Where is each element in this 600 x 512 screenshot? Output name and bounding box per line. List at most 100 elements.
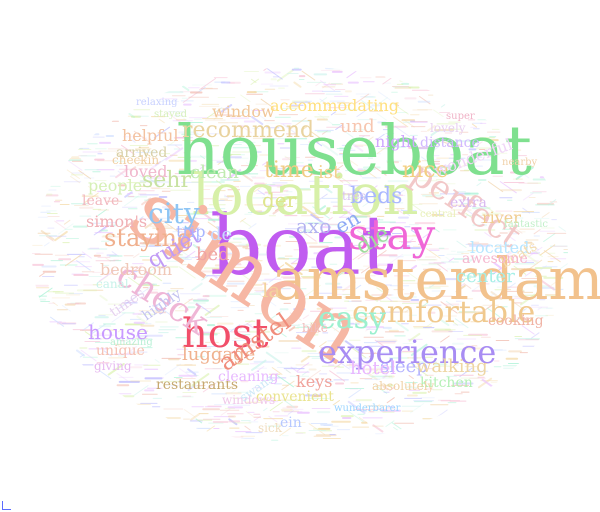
word-cleaning: cleaning xyxy=(218,369,279,385)
micro-word-stroke xyxy=(39,272,45,277)
word-convenient: convenient xyxy=(256,389,334,405)
word-restaurants: restaurants xyxy=(156,377,239,393)
micro-word-stroke xyxy=(81,251,92,259)
micro-word-stroke xyxy=(418,95,431,105)
word-leave: leave xyxy=(82,193,120,209)
word-bedroom: bedroom xyxy=(100,260,173,279)
word-der: der xyxy=(262,188,297,212)
micro-word-stroke xyxy=(293,81,302,88)
micro-word-stroke xyxy=(251,78,257,83)
micro-word-stroke xyxy=(263,407,268,412)
word-checkin: checkin xyxy=(112,153,160,167)
word-fantastic: fantastic xyxy=(504,219,549,230)
word-location: location xyxy=(192,163,419,228)
micro-word-stroke xyxy=(301,70,316,81)
word-ein: ein xyxy=(280,415,302,431)
word-stayed: stayed xyxy=(154,109,188,120)
micro-word-stroke xyxy=(79,354,85,358)
micro-word-stroke xyxy=(250,78,259,85)
micro-word-stroke xyxy=(52,301,58,306)
micro-word-stroke xyxy=(37,287,53,299)
micro-word-stroke xyxy=(116,372,129,382)
word-experience: experience xyxy=(318,333,497,371)
micro-word-stroke xyxy=(533,229,541,235)
word-giving: giving xyxy=(94,359,132,373)
word-luggage: luggage xyxy=(182,344,256,365)
word-bike: bike xyxy=(302,321,328,335)
micro-word-stroke xyxy=(385,420,395,427)
word-la: la xyxy=(262,278,281,302)
micro-word-stroke xyxy=(285,369,291,374)
micro-word-stroke xyxy=(187,368,197,376)
micro-word-stroke xyxy=(245,411,254,417)
micro-word-stroke xyxy=(320,80,336,92)
micro-word-stroke xyxy=(201,425,215,436)
word-clean: clean xyxy=(190,162,239,183)
word-trip: trip xyxy=(176,222,206,241)
micro-word-stroke xyxy=(265,67,283,80)
word-nice: nice xyxy=(402,158,449,183)
micro-word-stroke xyxy=(76,349,85,357)
micro-word-stroke xyxy=(108,388,117,395)
word-windows: windows xyxy=(222,393,276,407)
word-house: house xyxy=(88,320,148,344)
word-easy: easy xyxy=(318,301,386,336)
word-amsterdam: amsterdam xyxy=(272,245,600,313)
word-recommend: recommend xyxy=(182,118,315,143)
word-relaxing: relaxing xyxy=(136,97,178,108)
word-time: time xyxy=(264,158,314,183)
micro-word-stroke xyxy=(522,192,534,201)
word-boat: boat xyxy=(210,199,394,294)
micro-word-stroke xyxy=(265,351,283,364)
micro-word-stroke xyxy=(346,67,362,79)
word-super: super xyxy=(446,111,475,122)
word-sehr: sehr xyxy=(142,168,191,193)
micro-word-stroke xyxy=(543,233,556,242)
micro-word-stroke xyxy=(61,305,71,312)
micro-word-stroke xyxy=(99,294,108,302)
micro-word-stroke xyxy=(410,403,425,414)
micro-word-stroke xyxy=(182,92,198,103)
corner-mark xyxy=(2,501,11,510)
micro-word-stroke xyxy=(40,230,55,241)
word-city: city xyxy=(148,197,200,230)
micro-word-stroke xyxy=(548,193,565,206)
micro-word-stroke xyxy=(358,417,369,424)
word-accommodating: accommodating xyxy=(270,96,399,115)
micro-word-stroke xyxy=(277,375,294,388)
word-beds: beds xyxy=(350,184,403,209)
micro-word-stroke xyxy=(263,67,272,71)
word-located: located xyxy=(470,238,530,257)
micro-word-stroke xyxy=(541,212,550,218)
word-wunderbarer: wunderbarer xyxy=(334,403,401,414)
micro-word-stroke xyxy=(111,251,119,257)
word-window: window xyxy=(212,102,275,121)
word-und: und xyxy=(340,116,375,137)
micro-word-stroke xyxy=(183,409,196,418)
micro-word-stroke xyxy=(220,408,231,416)
word-de: de xyxy=(210,224,233,245)
micro-word-stroke xyxy=(372,424,384,433)
micro-word-stroke xyxy=(382,75,396,85)
word-lovely: lovely xyxy=(430,121,466,135)
word-axo: axo xyxy=(296,214,332,238)
micro-word-stroke xyxy=(58,223,74,235)
micro-word-stroke xyxy=(76,260,91,271)
word-helpful: helpful xyxy=(122,126,179,145)
micro-word-stroke xyxy=(50,316,65,327)
word-tres: très xyxy=(342,189,366,203)
micro-word-stroke xyxy=(315,82,321,87)
micro-word-stroke xyxy=(240,94,251,103)
micro-word-stroke xyxy=(154,359,160,363)
micro-word-stroke xyxy=(244,425,251,431)
micro-word-stroke xyxy=(124,195,140,207)
word-center: center xyxy=(456,266,515,287)
micro-word-stroke xyxy=(66,169,80,179)
word-ist: ist xyxy=(318,162,341,183)
micro-word-stroke xyxy=(253,415,262,422)
micro-word-stroke xyxy=(164,363,181,376)
word-absolutely: absolutely xyxy=(372,379,435,393)
word-stay: stay xyxy=(348,210,436,259)
micro-word-stroke xyxy=(522,207,531,214)
